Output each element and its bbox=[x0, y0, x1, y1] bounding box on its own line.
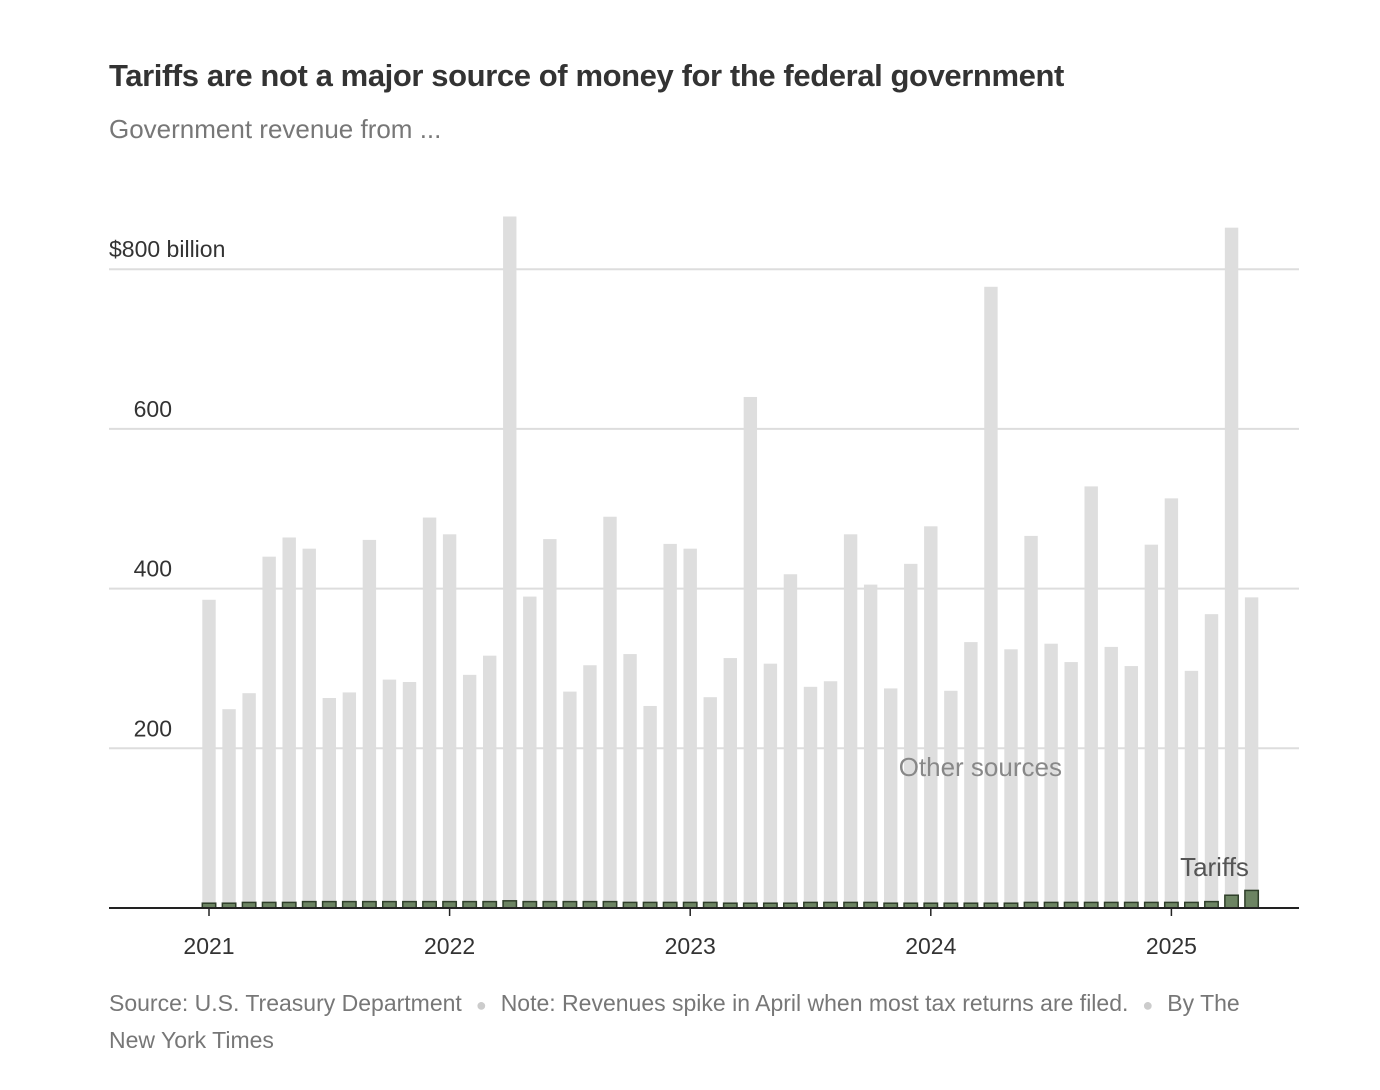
bar-tariffs bbox=[502, 900, 518, 909]
bar-other-sources bbox=[1104, 646, 1118, 903]
y-tick-label: 200 bbox=[134, 715, 172, 741]
bar-other-sources bbox=[643, 705, 657, 903]
bar-other-sources bbox=[543, 539, 557, 902]
bar-other-sources bbox=[783, 574, 798, 904]
bar-other-sources bbox=[462, 674, 477, 902]
source-text: Source: U.S. Treasury Department bbox=[109, 990, 462, 1016]
x-tick-label: 2024 bbox=[905, 933, 956, 959]
bar-other-sources bbox=[1064, 662, 1078, 903]
note-text: Note: Revenues spike in April when most … bbox=[500, 990, 1129, 1016]
bar-other-sources bbox=[863, 584, 878, 903]
separator-dot: ● bbox=[1142, 995, 1154, 1015]
y-tick-label: $800 billion bbox=[109, 236, 225, 262]
bar-other-sources bbox=[904, 563, 918, 904]
separator-dot: ● bbox=[475, 995, 487, 1015]
bar-other-sources bbox=[402, 682, 417, 902]
series-label-tariffs: Tariffs bbox=[1180, 852, 1249, 882]
bar-other-sources bbox=[663, 543, 677, 903]
bar-other-sources bbox=[803, 686, 818, 903]
bar-other-sources bbox=[322, 697, 336, 902]
bar-other-sources bbox=[422, 517, 437, 902]
bar-other-sources bbox=[884, 688, 898, 904]
bar-other-sources bbox=[703, 697, 717, 903]
bar-other-sources bbox=[623, 654, 637, 903]
bar-other-sources bbox=[362, 539, 377, 902]
bar-other-sources bbox=[1084, 486, 1098, 903]
bar-other-sources bbox=[302, 548, 316, 902]
bar-other-sources bbox=[944, 690, 958, 904]
bar-other-sources bbox=[523, 596, 537, 902]
bar-other-sources bbox=[483, 655, 497, 902]
bar-other-sources bbox=[583, 665, 597, 902]
bar-other-sources bbox=[683, 548, 697, 903]
bar-other-sources bbox=[1164, 498, 1179, 903]
bar-other-sources bbox=[342, 692, 357, 902]
bar-other-sources bbox=[1144, 544, 1159, 903]
bar-other-sources bbox=[984, 286, 998, 904]
bar-tariffs bbox=[1224, 894, 1239, 909]
bar-other-sources bbox=[242, 693, 256, 903]
bar-other-sources bbox=[563, 691, 577, 902]
bar-other-sources bbox=[1024, 535, 1038, 903]
bar-other-sources bbox=[964, 642, 978, 904]
bar-other-sources bbox=[1184, 670, 1199, 903]
bar-other-sources bbox=[282, 537, 296, 903]
x-tick-label: 2023 bbox=[665, 933, 716, 959]
series-label-other-sources: Other sources bbox=[899, 752, 1062, 782]
bar-other-sources bbox=[1004, 649, 1018, 904]
chart-footer: Source: U.S. Treasury Department ● Note: R… bbox=[109, 986, 1289, 1058]
bar-tariffs bbox=[1244, 889, 1260, 909]
y-tick-label: 600 bbox=[134, 396, 172, 422]
bar-other-sources bbox=[1204, 614, 1219, 902]
x-tick-label: 2021 bbox=[183, 933, 234, 959]
bar-other-sources bbox=[1244, 597, 1259, 891]
bar-other-sources bbox=[603, 516, 617, 902]
chart-subtitle: Government revenue from ... bbox=[109, 114, 442, 144]
chart-title: Tariffs are not a major source of money … bbox=[109, 58, 1064, 93]
y-tick-label: 400 bbox=[134, 556, 172, 582]
bar-other-sources bbox=[1044, 643, 1058, 903]
bar-other-sources bbox=[222, 709, 236, 904]
x-tick-label: 2022 bbox=[424, 933, 475, 959]
bar-other-sources bbox=[924, 526, 938, 904]
bar-other-sources bbox=[743, 396, 758, 904]
bar-other-sources bbox=[503, 216, 517, 901]
x-tick-label: 2025 bbox=[1146, 933, 1197, 959]
bar-other-sources bbox=[262, 556, 276, 903]
bar-other-sources bbox=[763, 663, 778, 904]
bar-other-sources bbox=[1224, 227, 1239, 896]
bar-other-sources bbox=[1124, 666, 1138, 903]
bar-other-sources bbox=[202, 599, 216, 904]
bar-other-sources bbox=[823, 681, 838, 903]
bar-other-sources bbox=[382, 679, 397, 902]
bar-other-sources bbox=[723, 658, 737, 904]
bar-other-sources bbox=[442, 534, 457, 902]
bar-other-sources bbox=[843, 534, 858, 903]
byline-text: By The New York Times bbox=[109, 990, 1240, 1053]
